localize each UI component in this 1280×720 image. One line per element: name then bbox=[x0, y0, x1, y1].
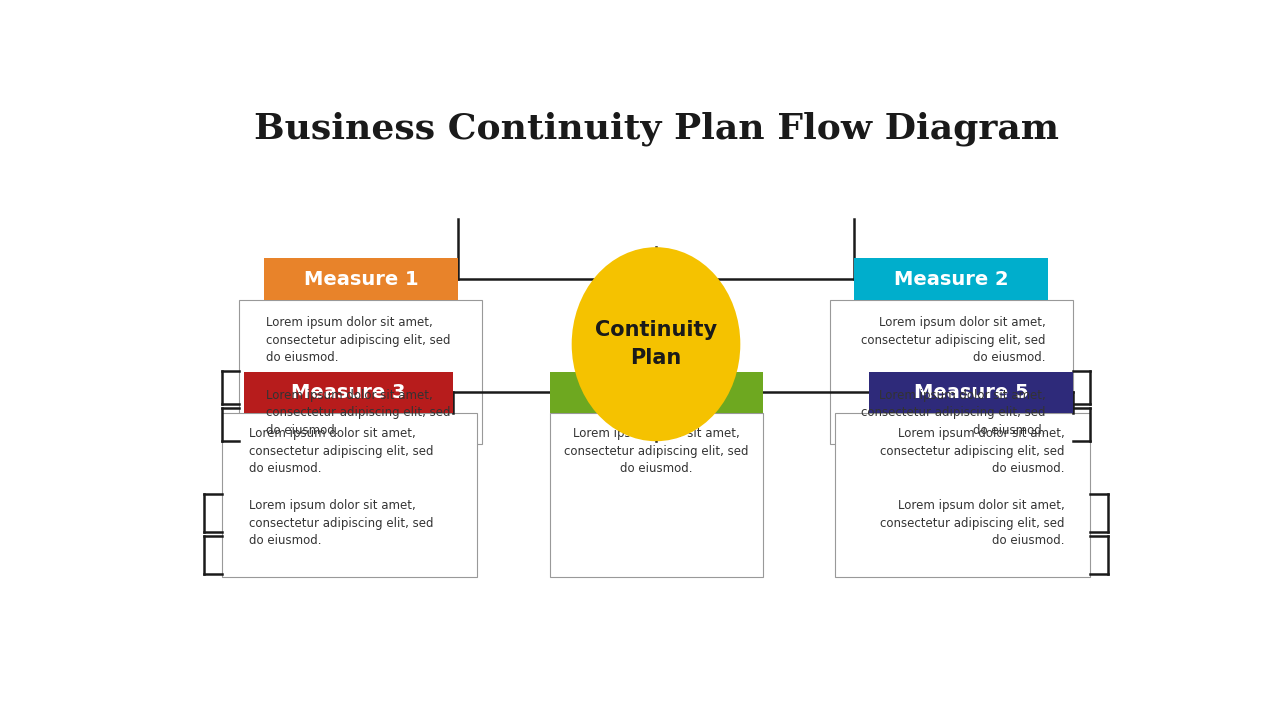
FancyBboxPatch shape bbox=[829, 300, 1073, 444]
FancyBboxPatch shape bbox=[244, 372, 453, 413]
FancyBboxPatch shape bbox=[869, 372, 1073, 413]
Text: Measure 1: Measure 1 bbox=[303, 269, 419, 289]
FancyBboxPatch shape bbox=[550, 413, 763, 577]
Text: Continuity
Plan: Continuity Plan bbox=[595, 320, 717, 368]
FancyBboxPatch shape bbox=[550, 372, 763, 413]
Text: Business Continuity Plan Flow Diagram: Business Continuity Plan Flow Diagram bbox=[253, 112, 1059, 146]
FancyBboxPatch shape bbox=[221, 413, 477, 577]
Text: Lorem ipsum dolor sit amet,
consectetur adipiscing elit, sed
do eiusmod.: Lorem ipsum dolor sit amet, consectetur … bbox=[881, 428, 1065, 475]
FancyBboxPatch shape bbox=[835, 413, 1091, 577]
Text: Measure 3: Measure 3 bbox=[292, 383, 406, 402]
Text: Lorem ipsum dolor sit amet,
consectetur adipiscing elit, sed
do eiusmod.: Lorem ipsum dolor sit amet, consectetur … bbox=[250, 428, 434, 475]
Text: Lorem ipsum dolor sit amet,
consectetur adipiscing elit, sed
do eiusmod.: Lorem ipsum dolor sit amet, consectetur … bbox=[266, 389, 451, 436]
Text: Measure 2: Measure 2 bbox=[893, 269, 1009, 289]
Text: Lorem ipsum dolor sit amet,
consectetur adipiscing elit, sed
do eiusmod.: Lorem ipsum dolor sit amet, consectetur … bbox=[861, 389, 1046, 436]
Ellipse shape bbox=[572, 247, 740, 441]
Text: Lorem ipsum dolor sit amet,
consectetur adipiscing elit, sed
do eiusmod.: Lorem ipsum dolor sit amet, consectetur … bbox=[861, 317, 1046, 364]
Text: Lorem ipsum dolor sit amet,
consectetur adipiscing elit, sed
do eiusmod.: Lorem ipsum dolor sit amet, consectetur … bbox=[881, 500, 1065, 547]
Text: Measure 5: Measure 5 bbox=[914, 383, 1028, 402]
FancyBboxPatch shape bbox=[239, 300, 483, 444]
Text: Lorem ipsum dolor sit amet,
consectetur adipiscing elit, sed
do eiusmod.: Lorem ipsum dolor sit amet, consectetur … bbox=[266, 317, 451, 364]
FancyBboxPatch shape bbox=[264, 258, 458, 300]
Text: Lorem ipsum dolor sit amet,
consectetur adipiscing elit, sed
do eiusmod.: Lorem ipsum dolor sit amet, consectetur … bbox=[563, 428, 749, 475]
Text: Measure 4: Measure 4 bbox=[599, 383, 714, 402]
FancyBboxPatch shape bbox=[855, 258, 1048, 300]
Text: Lorem ipsum dolor sit amet,
consectetur adipiscing elit, sed
do eiusmod.: Lorem ipsum dolor sit amet, consectetur … bbox=[250, 500, 434, 547]
